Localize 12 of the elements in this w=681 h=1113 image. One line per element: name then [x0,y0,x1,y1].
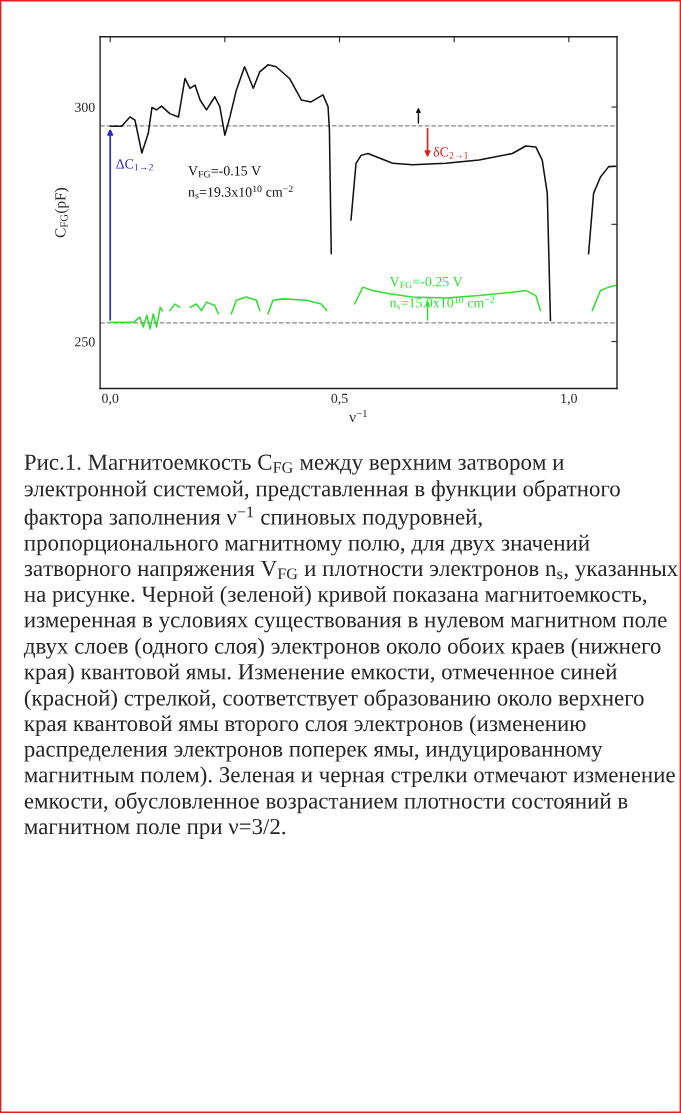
y-tick-label: 250 [75,337,95,347]
y-tick-label: 300 [75,102,95,113]
x-tick-label: 1,0 [561,393,577,406]
text: V$_{FG}$=-0.15 V n$_{s}$=19.3x10$^{10}$ cm$^{−2}$ [188,166,293,199]
text: V$_{FG}$=-0.25 V n$_{s}$=15.0x10$^{10}$ cm$^{−2}$ [389,276,495,310]
annotation: ΔC$_{1→2}$ [116,159,153,171]
annotation: δC$_{2→1}$ [433,146,468,159]
x-axis-title: ν$^{−1}$ [349,409,367,423]
x-tick-label: 0,5 [331,393,348,406]
x-tick-label: 0,0 [102,393,119,406]
text: Рис.1. Магнитоемкость C$_{FG}$ между верхним затвором и электронной системой, представленная в функции обратного фактора заполнения ν$^{−1}$ спиновых подуровней, пропорционального магнитному полю, для двух значений затворного напряжения V$_{FG}$ и плотности электронов n$_{s}$, указанных на рисунке. Черной (зеленой) кривой показана магнитоемкость, измеренная в условиях существования в нулевом магнитном поле двух слоев (одного слоя) электронов около обоих краев (нижнего края) квантовой ямы. Изменение емкости, отмеченное синей (красной) стрелкой, соответствует образованию около верхнего края квантовой ямы второго слоя электронов (изменению распределения электронов поперек ямы, индуцированному магнитным полем). Зеленая и черная стрелки отмечают изменение емкости, обусловленное возрастанием плотности состояний в магнитном поле при ν=3/2. [23,454,678,839]
y-axis-title: C$_{FG}$(pF) [54,187,69,238]
